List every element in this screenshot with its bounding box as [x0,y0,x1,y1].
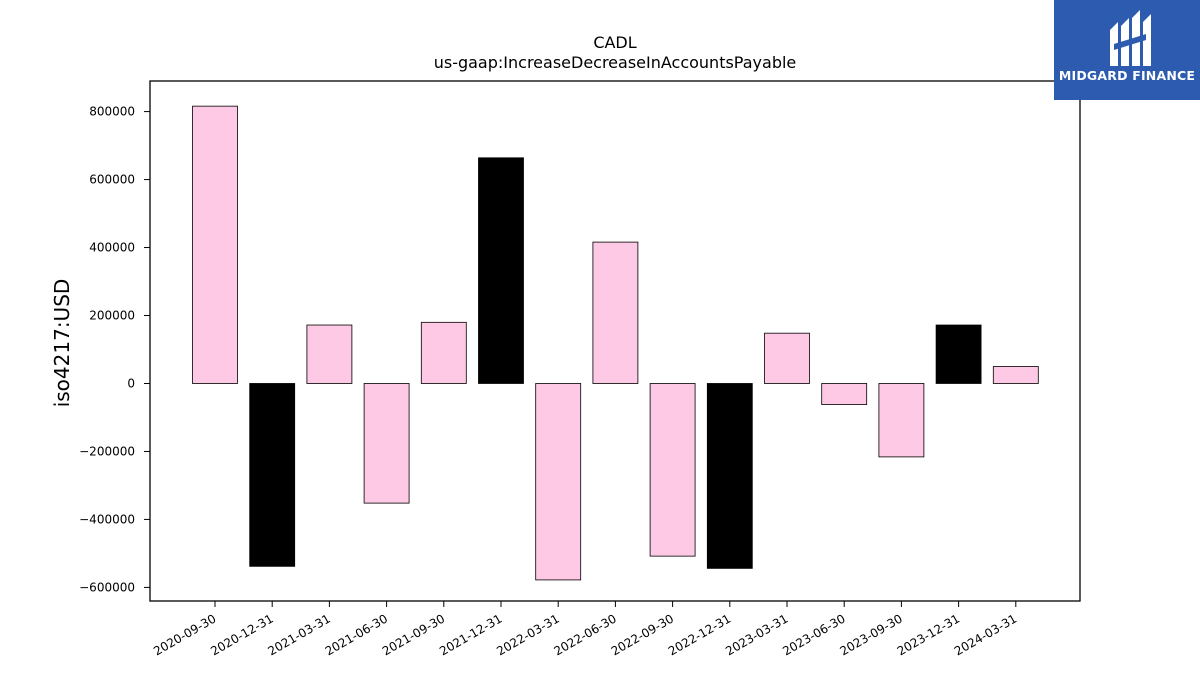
x-tick-label: 2020-12-31 [208,611,275,658]
bar-2020-12-31 [249,383,296,567]
y-tick-label: 0 [127,376,135,390]
y-tick-label: 800000 [89,105,135,119]
x-tick-label: 2020-09-30 [151,611,218,658]
bar-2024-03-31 [992,366,1039,384]
brand-logo: MIDGARD FINANCE [1054,0,1200,100]
y-tick-label: 600000 [89,173,135,187]
bar-2021-09-30 [420,321,467,384]
bar-2021-12-31 [478,157,524,384]
chart-subtitle: us-gaap:IncreaseDecreaseInAccountsPayabl… [434,53,797,72]
y-tick-label: −600000 [79,580,135,594]
x-tick-label: 2023-06-30 [780,611,847,658]
y-axis: −600000 −400000 −200000 0 200000 400000 600000… [79,105,150,594]
bar-2022-03-31 [535,383,582,581]
logo-text: MIDGARD FINANCE [1058,68,1196,83]
y-tick-label: −200000 [79,444,135,458]
bar-2022-12-31 [706,383,753,569]
x-tick-label: 2024-03-31 [952,611,1019,658]
bar-2023-09-30 [878,383,925,458]
bar-2021-03-31 [306,324,353,384]
bar-2022-09-30 [649,383,696,557]
x-tick-label: 2021-06-30 [323,611,390,658]
bar-2021-06-30 [363,383,410,504]
bars-group [192,105,1039,581]
bar-2022-06-30 [592,241,639,384]
y-tick-label: 400000 [89,241,135,255]
x-tick-label: 2021-09-30 [380,611,447,658]
bar-2023-03-31 [764,332,810,384]
bar-2023-12-31 [935,324,982,384]
logo-mark-icon [1110,10,1151,66]
x-axis: 2020-09-302020-12-312021-03-312021-06-30… [151,601,1019,658]
x-tick-label: 2022-12-31 [666,611,733,658]
chart-title: CADL [593,33,636,52]
x-tick-label: 2021-12-31 [437,611,504,658]
plot-frame [149,80,1081,602]
x-tick-label: 2022-06-30 [551,611,618,658]
bar-2023-06-30 [821,383,868,405]
y-axis-label: iso4217:USD [50,279,74,408]
x-tick-label: 2021-03-31 [265,611,332,658]
x-tick-label: 2023-12-31 [895,611,962,658]
x-tick-label: 2022-09-30 [609,611,676,658]
y-tick-label: 200000 [89,309,135,323]
x-tick-label: 2023-09-30 [837,611,904,658]
x-tick-label: 2023-03-31 [723,611,790,658]
x-tick-label: 2022-03-31 [494,611,561,658]
bar-2020-09-30 [192,105,238,384]
y-tick-label: −400000 [79,512,135,526]
